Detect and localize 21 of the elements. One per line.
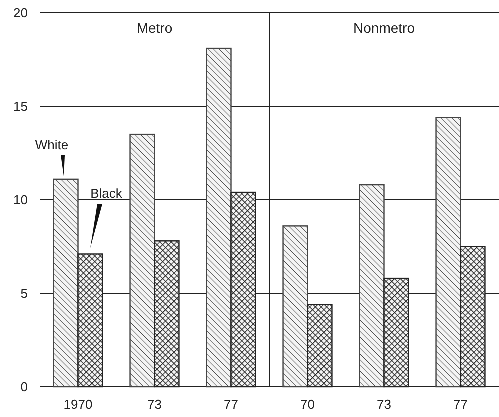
annotation: Metro <box>136 20 173 36</box>
y-tick-label: 15 <box>14 99 28 114</box>
text: White <box>35 137 69 152</box>
bar <box>130 134 156 388</box>
annotation: Nonmetro <box>354 20 416 36</box>
x-tick-label: 77 <box>454 397 468 412</box>
x-tick-label: 1970 <box>64 397 93 412</box>
x-tick-label: 73 <box>377 397 392 412</box>
y-tick-label: 10 <box>14 192 28 208</box>
x-tick-label: 70 <box>300 397 315 412</box>
x-tick-label: 73 <box>148 397 162 412</box>
y-tick-label: 0 <box>20 380 28 395</box>
bar <box>53 178 79 388</box>
y-tick-label: 20 <box>14 6 28 21</box>
x-tick-label: 77 <box>224 397 238 412</box>
bar <box>206 48 232 388</box>
bar <box>359 184 385 388</box>
bar <box>436 117 462 388</box>
text: Black <box>90 186 123 202</box>
y-tick-label: 5 <box>20 286 28 302</box>
bar <box>282 226 308 388</box>
